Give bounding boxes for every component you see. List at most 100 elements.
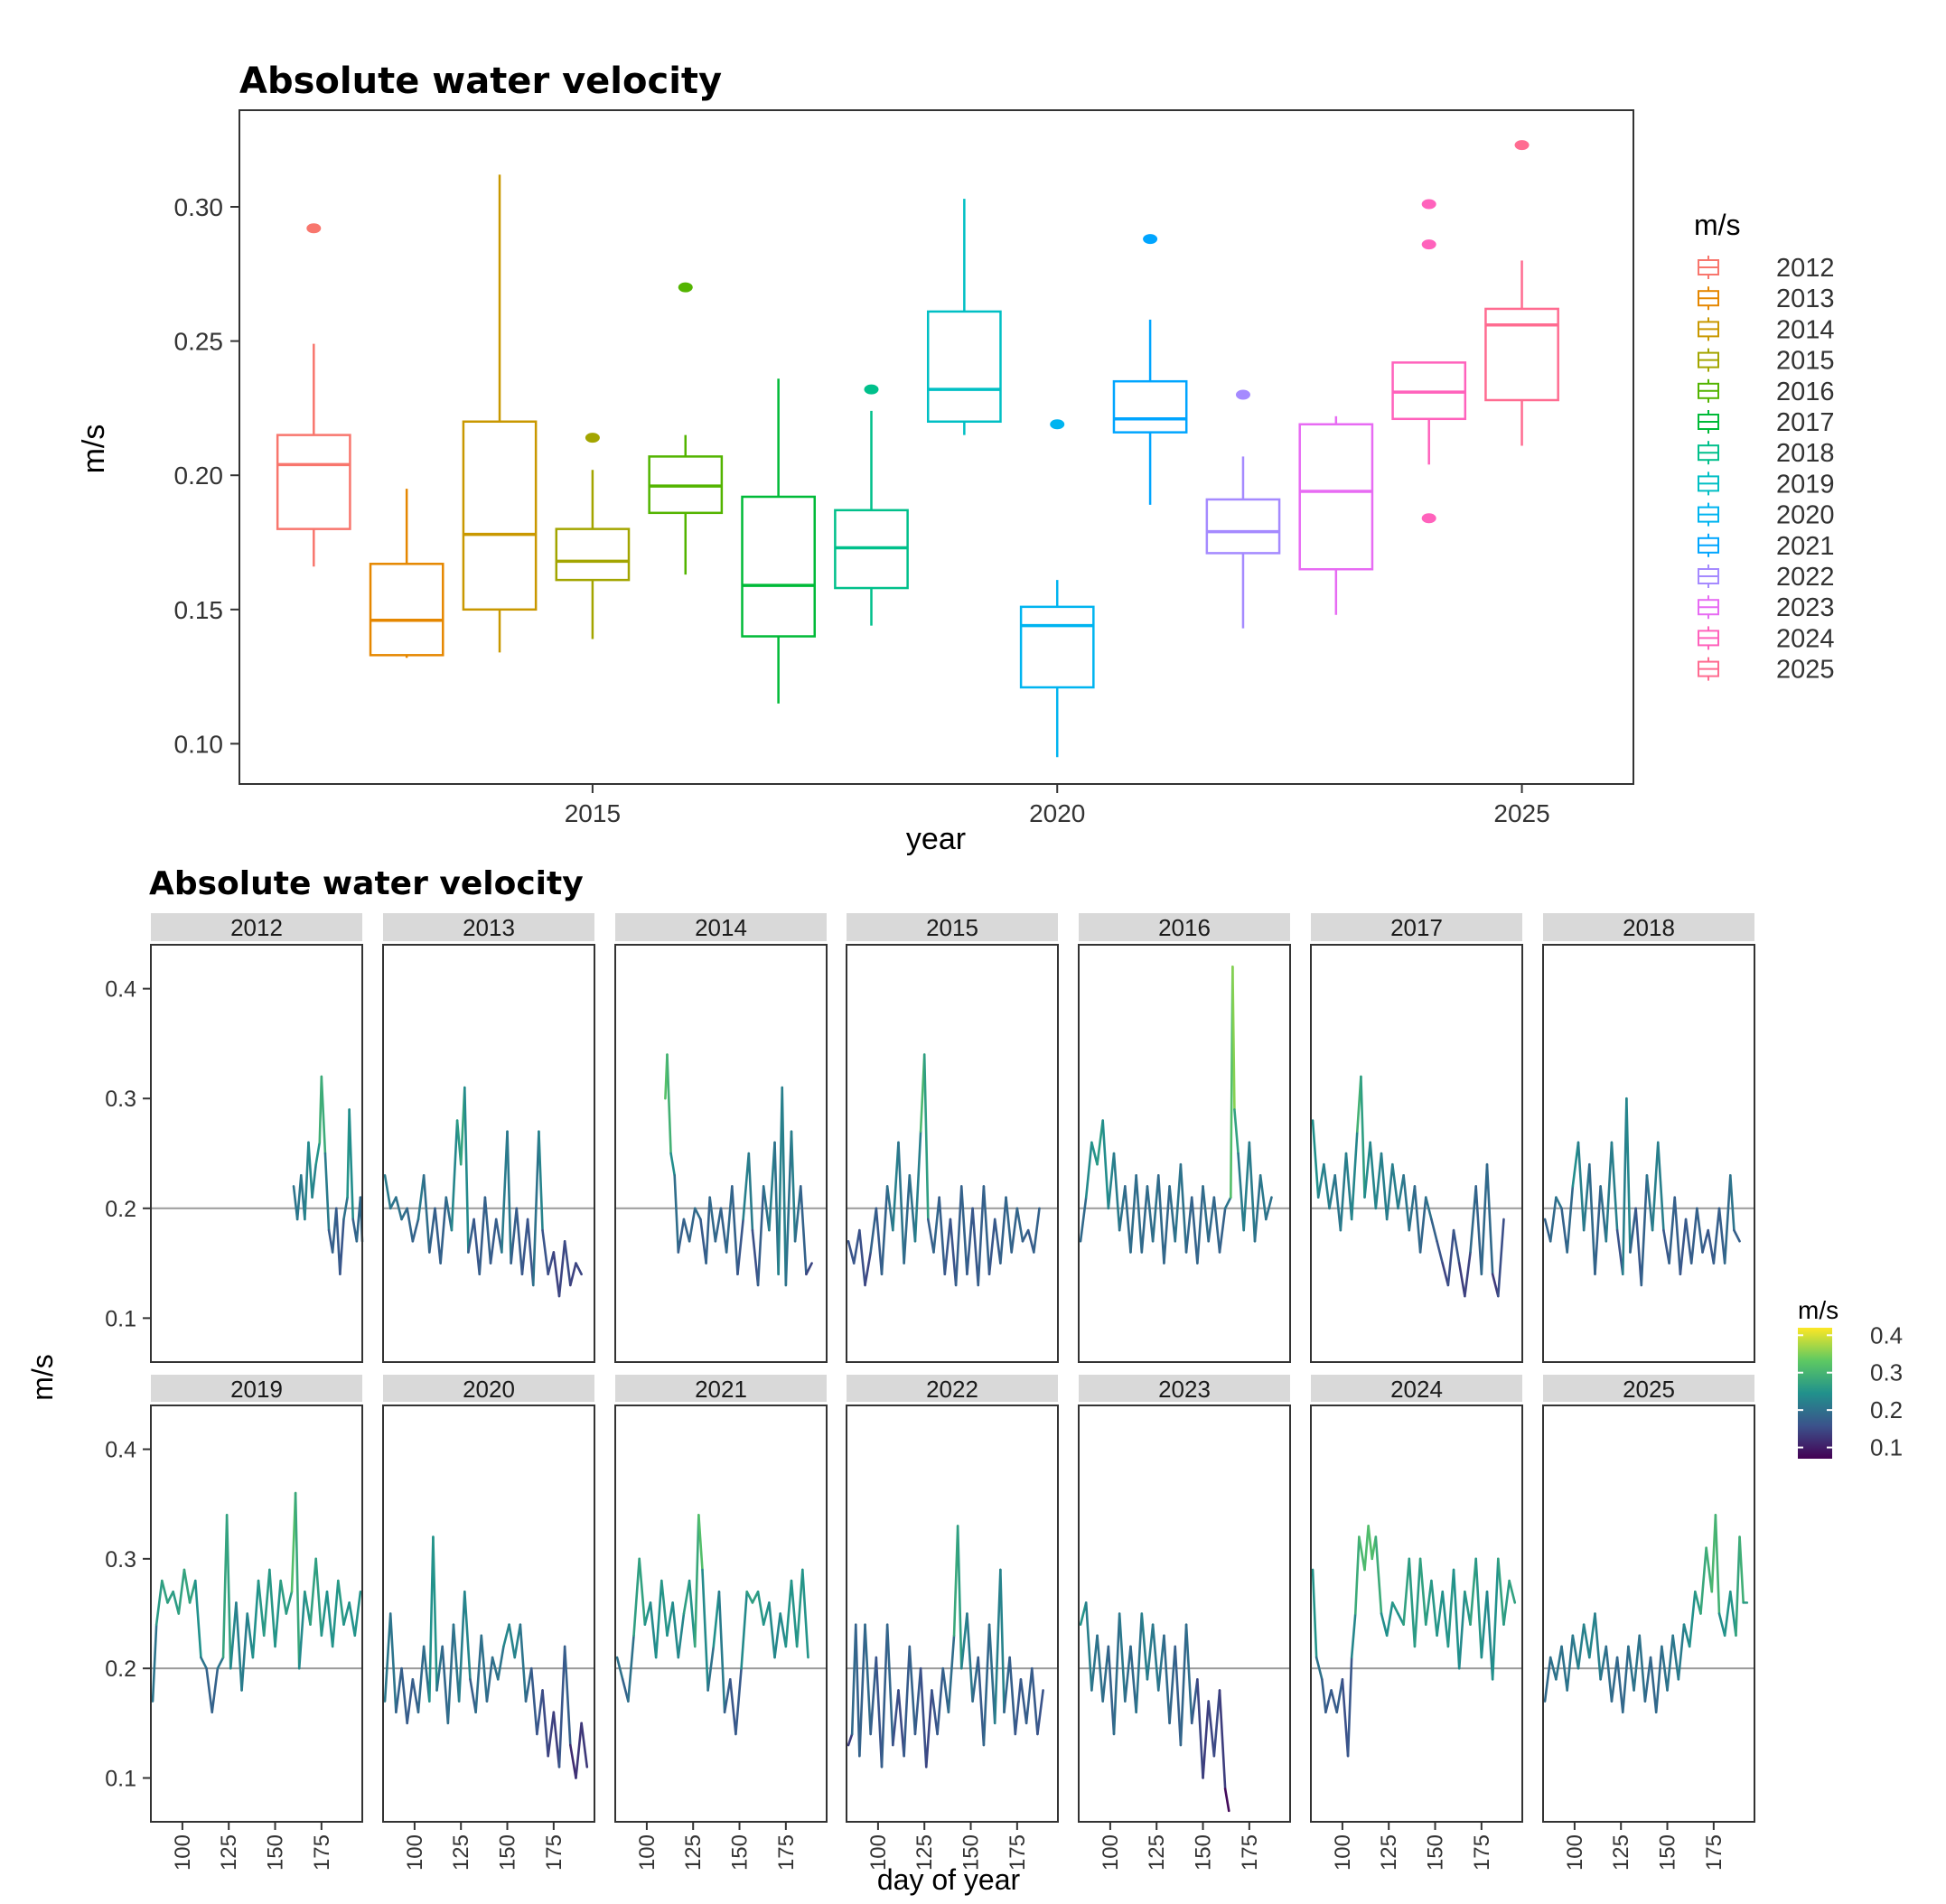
line-segment — [751, 1590, 760, 1604]
panel-border — [150, 944, 363, 1363]
colorbar-gradient — [1798, 1328, 1832, 1459]
line-segment — [457, 1590, 466, 1703]
line-segment — [1599, 1645, 1608, 1681]
line-segment — [1344, 1152, 1353, 1221]
line-segment — [1480, 1162, 1489, 1276]
line-segment — [1424, 1579, 1433, 1626]
facet-strip-label: 2024 — [1390, 1376, 1443, 1403]
line-segment — [682, 1579, 691, 1615]
line-segment — [229, 1601, 238, 1670]
line-segment — [1090, 1634, 1099, 1692]
legend-label: 2018 — [1776, 439, 1835, 468]
y-tick-label: 0.4 — [105, 977, 136, 1003]
line-segment — [699, 1218, 707, 1265]
x-tick-label: 125 — [1609, 1834, 1633, 1871]
line-segment — [1615, 1656, 1624, 1713]
line-segment — [541, 1228, 549, 1276]
legend-label: 2013 — [1776, 285, 1835, 313]
line-segment — [875, 1656, 884, 1769]
line-segment — [1594, 1612, 1602, 1681]
outlier-point — [1421, 513, 1436, 524]
line-segment — [494, 1218, 503, 1254]
line-segment — [1424, 1196, 1433, 1221]
line-segment — [506, 1130, 512, 1265]
line-segment — [1555, 1645, 1563, 1681]
facet-title: Absolute water velocity — [149, 865, 584, 902]
line-segment — [790, 1579, 799, 1648]
line-segment — [552, 1251, 561, 1298]
line-segment — [563, 1645, 572, 1747]
line-segment — [188, 1579, 197, 1604]
line-segment — [1502, 1579, 1511, 1626]
box-body — [1205, 498, 1281, 555]
line-segment — [422, 1174, 431, 1254]
line-segment — [1430, 1218, 1438, 1243]
line-segment — [1174, 1645, 1183, 1747]
line-segment — [1248, 1141, 1257, 1243]
line-segment — [1346, 1656, 1353, 1758]
box-2023 — [1298, 415, 1374, 615]
line-segment — [885, 1623, 894, 1747]
line-segment — [320, 1590, 329, 1638]
box-body — [1298, 423, 1374, 571]
line-segment — [1629, 1207, 1637, 1254]
x-tick-label: 150 — [496, 1834, 520, 1871]
line-segment — [1223, 1787, 1230, 1813]
box-2021 — [1112, 234, 1188, 505]
line-segment — [615, 1656, 624, 1681]
line-segment — [524, 1666, 533, 1703]
colorbar-tick-label: 0.1 — [1870, 1434, 1903, 1461]
line-segment — [467, 1218, 475, 1254]
line-segment — [977, 1185, 986, 1287]
facet-strip-label: 2016 — [1158, 914, 1211, 941]
facet-strip-label: 2020 — [463, 1376, 515, 1403]
line-segment — [334, 1207, 341, 1276]
line-segment — [723, 1677, 732, 1713]
line-segment — [225, 1514, 232, 1670]
line-segment — [200, 1656, 208, 1670]
y-tick-label: 0.30 — [174, 193, 224, 221]
line-segment — [880, 1623, 889, 1769]
x-tick-label: 100 — [171, 1834, 195, 1871]
facet-strip — [1543, 913, 1754, 941]
legend-item-2015: 2015 — [1698, 347, 1835, 376]
legend-item-2012: 2012 — [1698, 254, 1835, 283]
outlier-point — [1421, 199, 1436, 210]
line-segment — [1705, 1546, 1714, 1593]
facet-strip — [1079, 913, 1290, 941]
line-segment — [669, 1152, 676, 1177]
line-segment — [1707, 1228, 1716, 1265]
panel-border — [1310, 944, 1523, 1363]
line-segment — [452, 1623, 461, 1703]
facet-strip-label: 2012 — [230, 914, 283, 941]
line-segment — [858, 1623, 866, 1758]
line-segment — [734, 1666, 743, 1736]
line-segment — [999, 1568, 1006, 1713]
x-tick-label: 2025 — [1493, 799, 1549, 827]
line-segment — [1196, 1677, 1204, 1779]
line-segment — [1474, 1557, 1483, 1659]
line-segment — [745, 1590, 754, 1604]
facet-x-axis: 100 125 150 175 100 125 150 175 100 125 150 175 100 1… — [171, 1822, 1726, 1871]
line-segment — [1436, 1239, 1445, 1265]
line-segment — [638, 1557, 647, 1626]
line-segment — [1571, 1634, 1580, 1670]
line-segment — [1090, 1141, 1099, 1166]
line-segment — [1688, 1590, 1697, 1648]
line-segment — [1733, 1228, 1741, 1243]
colorbar-tick-label: 0.3 — [1870, 1359, 1903, 1386]
panel-2012: 2012 — [150, 913, 364, 1363]
line-segment — [793, 1185, 802, 1243]
panel-2018: 2018 — [1542, 913, 1755, 1363]
line-segment — [1413, 1185, 1422, 1254]
line-segment — [693, 1514, 700, 1648]
facet-strip-label: 2019 — [230, 1376, 283, 1403]
legend-label: 2012 — [1776, 254, 1835, 283]
line-segment — [383, 1174, 392, 1210]
line-segment — [768, 1601, 776, 1659]
box-2013 — [369, 489, 444, 658]
line-segment — [736, 1218, 744, 1276]
line-segment — [897, 1689, 905, 1758]
line-segment — [966, 1207, 974, 1276]
line-segment — [1184, 1196, 1193, 1254]
